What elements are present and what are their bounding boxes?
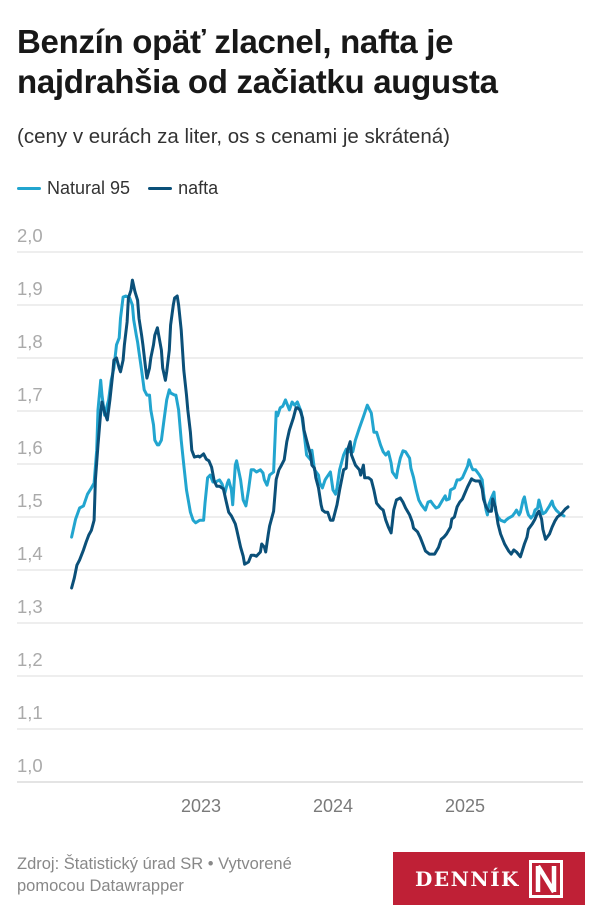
- chart-subtitle: (ceny v eurách za liter, os s cenami je …: [17, 125, 450, 148]
- y-tick-label: 1,9: [17, 278, 43, 299]
- x-tick-label: 2024: [313, 796, 353, 816]
- dennik-n-logo[interactable]: DENNÍK: [393, 852, 585, 905]
- legend-item-nafta: nafta: [148, 178, 218, 199]
- x-tick-label: 2023: [181, 796, 221, 816]
- series-lines: [70, 278, 570, 590]
- x-axis: 2023 2024 2025: [181, 796, 485, 816]
- source-note: Zdroj: Štatistický úrad SR • Vytvorené p…: [17, 855, 292, 895]
- series-line-nafta: [70, 278, 570, 590]
- y-tick-label: 1,3: [17, 596, 43, 617]
- legend: Natural 95 nafta: [17, 178, 236, 199]
- legend-label-natural95: Natural 95: [47, 178, 131, 198]
- y-tick-label: 1,1: [17, 702, 43, 723]
- logo-text: DENNÍK: [415, 866, 520, 891]
- chart-title: Benzín opäť zlacnel, nafta je najdrahšia…: [17, 23, 498, 100]
- legend-label-nafta: nafta: [178, 178, 219, 198]
- x-tick-label: 2025: [445, 796, 485, 816]
- y-tick-label: 1,6: [17, 437, 43, 458]
- grid: [17, 251, 583, 783]
- y-tick-label: 1,2: [17, 649, 43, 670]
- y-tick-label: 1,4: [17, 543, 43, 564]
- y-axis: 1,0 1,1 1,2 1,3 1,4 1,5 1,6 1,7 1,8 1,9 2,0: [17, 225, 43, 776]
- y-tick-label: 1,8: [17, 331, 43, 352]
- y-tick-label: 1,7: [17, 384, 43, 405]
- legend-swatch-natural95: [17, 187, 41, 190]
- legend-item-natural95: Natural 95: [17, 178, 130, 199]
- logo-n-mark-icon: [528, 859, 563, 898]
- y-tick-label: 2,0: [17, 225, 43, 246]
- series-line-natural95: [70, 294, 566, 539]
- line-chart: 1,01,11,21,31,41,51,61,71,81,92,0 2023 20…: [17, 225, 583, 816]
- legend-swatch-nafta: [148, 187, 173, 190]
- y-tick-label: 1,5: [17, 490, 43, 511]
- y-tick-label: 1,0: [17, 755, 43, 776]
